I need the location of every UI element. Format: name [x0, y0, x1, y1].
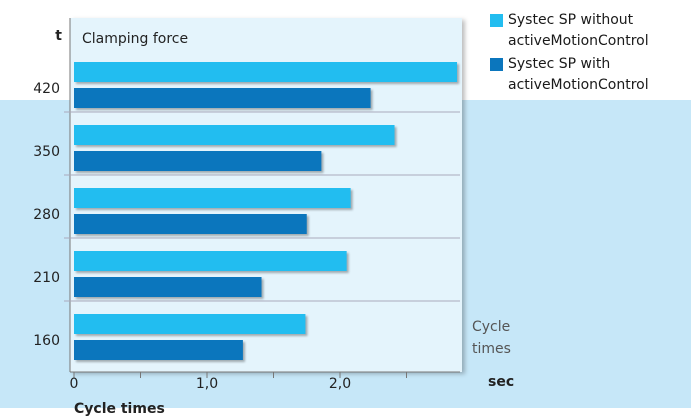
- bar: [74, 88, 371, 108]
- legend-swatch: [490, 14, 503, 27]
- bar: [74, 314, 306, 334]
- legend-item: Systec SP without activeMotionControl: [490, 10, 690, 52]
- bar: [74, 251, 347, 271]
- y-tick-label: 420: [33, 81, 60, 97]
- x-tick-label: 0: [70, 376, 79, 392]
- annotation: Cycle times: [472, 319, 511, 357]
- y-tick-label: 160: [33, 333, 60, 349]
- x-label: sec: [488, 374, 514, 390]
- chart-title: Cycle times: [74, 401, 165, 417]
- legend: Systec SP without activeMotionControl Sys…: [490, 10, 690, 98]
- y-caption: Clamping force: [82, 31, 188, 47]
- y-tick-label: 280: [33, 207, 60, 223]
- y-label: t: [55, 28, 62, 44]
- bar: [74, 125, 395, 145]
- bar: [74, 277, 262, 297]
- bar: [74, 214, 307, 234]
- y-tick-label: 350: [33, 144, 60, 160]
- legend-label: Systec SP without activeMotionControl: [508, 12, 649, 49]
- x-tick-label: 1,0: [196, 376, 218, 392]
- bar: [74, 188, 351, 208]
- bar: [74, 151, 322, 171]
- legend-item: Systec SP with activeMotionControl: [490, 54, 690, 96]
- bar: [74, 340, 243, 360]
- legend-swatch: [490, 58, 503, 71]
- legend-label: Systec SP with activeMotionControl: [508, 56, 649, 93]
- x-tick-label: 2,0: [329, 376, 351, 392]
- bar: [74, 62, 458, 82]
- y-tick-label: 210: [33, 270, 60, 286]
